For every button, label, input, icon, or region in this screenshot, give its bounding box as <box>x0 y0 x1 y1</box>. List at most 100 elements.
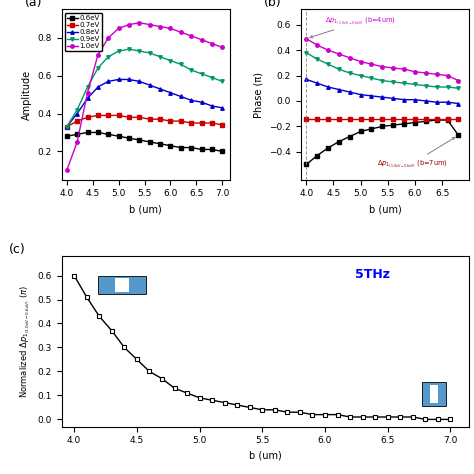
0.8eV <box>445 100 450 105</box>
0.6eV <box>314 153 320 158</box>
0.6eV <box>126 135 132 141</box>
0.9eV <box>157 54 163 60</box>
0.8eV <box>314 80 320 86</box>
0.8eV <box>391 96 396 101</box>
0.9eV <box>445 84 450 90</box>
Text: (b): (b) <box>264 0 282 9</box>
0.7eV <box>380 116 385 122</box>
0.8eV <box>64 124 70 129</box>
1.0eV <box>303 36 309 42</box>
0.8eV <box>157 86 163 92</box>
0.6eV <box>434 117 439 123</box>
0.6eV <box>95 129 101 135</box>
0.6eV <box>219 148 225 154</box>
X-axis label: b (um): b (um) <box>129 204 162 214</box>
0.8eV <box>178 94 183 100</box>
Y-axis label: Normalized $\Delta p_{1_{(1.0eV-0.6eV)}}$ ($\pi$): Normalized $\Delta p_{1_{(1.0eV-0.6eV)}}… <box>19 285 32 398</box>
1.0eV <box>126 22 132 27</box>
0.6eV <box>347 134 353 139</box>
0.6eV <box>445 117 450 123</box>
Text: (c): (c) <box>9 243 26 256</box>
0.9eV <box>456 85 461 91</box>
1.0eV <box>116 26 121 31</box>
1.0eV <box>178 29 183 35</box>
0.9eV <box>137 48 142 54</box>
0.7eV <box>358 116 364 122</box>
Text: (a): (a) <box>25 0 42 9</box>
0.6eV <box>85 129 91 135</box>
1.0eV <box>199 37 204 43</box>
0.6eV <box>105 131 111 137</box>
0.6eV <box>157 141 163 146</box>
0.7eV <box>64 124 70 129</box>
0.9eV <box>168 58 173 64</box>
0.7eV <box>105 112 111 118</box>
0.8eV <box>126 77 132 82</box>
0.8eV <box>105 79 111 84</box>
0.7eV <box>412 116 418 122</box>
0.9eV <box>126 46 132 52</box>
Text: $\Delta p_{1_{(1.0eV-0.6eV)}}$ (b=7um): $\Delta p_{1_{(1.0eV-0.6eV)}}$ (b=7um) <box>377 137 455 169</box>
1.0eV <box>358 59 364 64</box>
0.8eV <box>325 84 331 90</box>
0.8eV <box>199 100 204 105</box>
0.8eV <box>401 97 407 102</box>
0.6eV <box>456 132 461 138</box>
Line: 0.6eV: 0.6eV <box>304 118 460 166</box>
0.6eV <box>178 145 183 150</box>
0.8eV <box>188 98 194 103</box>
0.7eV <box>314 116 320 122</box>
0.7eV <box>168 118 173 124</box>
0.8eV <box>412 97 418 102</box>
0.6eV <box>380 124 385 129</box>
0.6eV <box>336 139 342 145</box>
0.9eV <box>219 79 225 84</box>
0.9eV <box>105 54 111 60</box>
0.7eV <box>74 118 80 124</box>
0.7eV <box>219 122 225 128</box>
0.9eV <box>325 61 331 67</box>
Text: 5THz: 5THz <box>355 268 390 282</box>
Line: 0.9eV: 0.9eV <box>304 51 460 90</box>
Line: 0.7eV: 0.7eV <box>304 117 460 120</box>
0.6eV <box>423 118 428 124</box>
0.9eV <box>369 75 374 81</box>
0.7eV <box>126 114 132 120</box>
Line: 0.6eV: 0.6eV <box>65 131 224 153</box>
1.0eV <box>168 26 173 31</box>
0.6eV <box>391 122 396 128</box>
1.0eV <box>325 47 331 53</box>
0.6eV <box>64 133 70 139</box>
0.9eV <box>95 65 101 71</box>
0.9eV <box>85 84 91 90</box>
1.0eV <box>391 65 396 71</box>
0.6eV <box>74 131 80 137</box>
0.8eV <box>147 82 153 88</box>
1.0eV <box>95 52 101 58</box>
0.8eV <box>380 94 385 100</box>
0.8eV <box>347 89 353 95</box>
0.7eV <box>423 116 428 122</box>
0.7eV <box>209 120 215 126</box>
0.7eV <box>325 116 331 122</box>
0.9eV <box>401 80 407 86</box>
0.9eV <box>74 107 80 113</box>
Y-axis label: Phase (π): Phase (π) <box>254 72 264 118</box>
Line: 0.8eV: 0.8eV <box>304 78 460 105</box>
Text: $\Delta p_{1_{(1.0eV-0.6eV)}}$ (b=4um): $\Delta p_{1_{(1.0eV-0.6eV)}}$ (b=4um) <box>310 16 396 38</box>
0.9eV <box>178 62 183 67</box>
0.7eV <box>95 112 101 118</box>
0.9eV <box>423 83 428 89</box>
0.7eV <box>157 116 163 122</box>
0.8eV <box>423 98 428 104</box>
0.7eV <box>336 116 342 122</box>
0.8eV <box>95 84 101 90</box>
0.9eV <box>391 79 396 85</box>
0.9eV <box>347 70 353 76</box>
0.8eV <box>303 76 309 82</box>
0.6eV <box>358 128 364 134</box>
1.0eV <box>209 41 215 46</box>
0.7eV <box>85 114 91 120</box>
X-axis label: b (um): b (um) <box>249 451 282 461</box>
0.7eV <box>116 112 121 118</box>
